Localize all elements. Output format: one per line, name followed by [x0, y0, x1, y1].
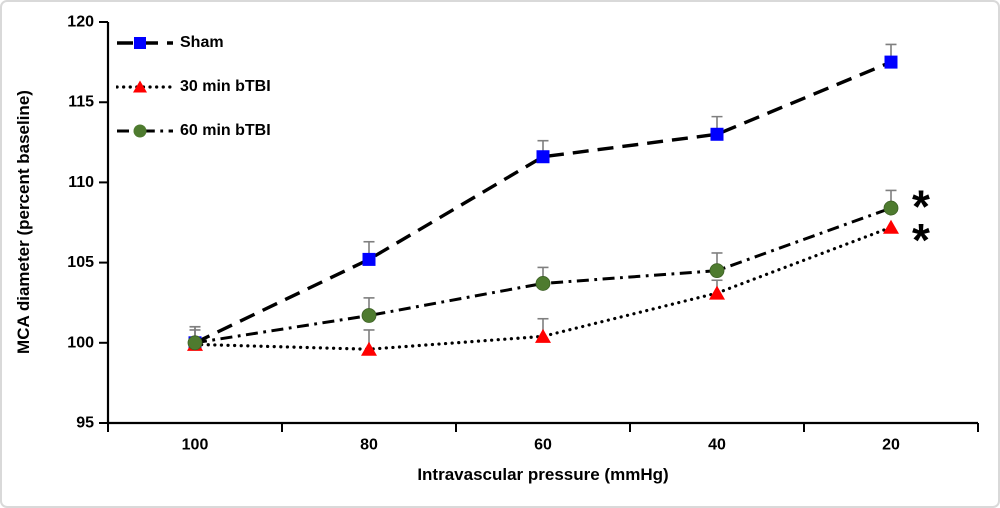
legend-swatch-60-min-btbi — [117, 124, 173, 138]
marker-30-min-btbi — [883, 219, 899, 234]
marker-sham — [710, 127, 724, 141]
significance-asterisk: * — [912, 180, 930, 232]
x-axis-title: Intravascular pressure (mmHg) — [417, 465, 669, 484]
y-tick-label: 100 — [67, 334, 94, 351]
marker-30-min-btbi — [361, 341, 377, 356]
x-tick-label: 80 — [360, 437, 378, 454]
triangle-marker-icon — [133, 80, 147, 93]
legend-label: Sham — [180, 34, 224, 51]
marker-60-min-btbi — [361, 308, 377, 323]
legend-label: 30 min bTBI — [180, 78, 271, 95]
significance-asterisk: * — [912, 214, 930, 266]
x-tick-label: 40 — [708, 437, 726, 454]
marker-30-min-btbi — [535, 328, 551, 343]
y-tick-label: 110 — [68, 174, 94, 191]
legend: Sham 30 min bTBI 60 min bTBI — [116, 33, 271, 141]
marker-30-min-btbi — [709, 285, 725, 300]
legend-item-60-min-btbi: 60 min bTBI — [116, 121, 271, 141]
y-tick-label: 105 — [67, 254, 94, 271]
marker-60-min-btbi — [709, 263, 725, 279]
marker-60-min-btbi — [187, 335, 203, 351]
legend-item-30-min-btbi: 30 min bTBI — [116, 77, 271, 97]
marker-sham — [362, 252, 376, 266]
y-tick-label: 120 — [67, 14, 94, 31]
y-axis-title: MCA diameter (percent baseline) — [14, 90, 33, 354]
square-marker-icon — [134, 37, 146, 49]
marker-60-min-btbi — [535, 276, 551, 291]
marker-60-min-btbi — [883, 200, 899, 216]
marker-sham — [884, 55, 898, 69]
circle-marker-icon — [133, 124, 147, 138]
marker-sham — [536, 150, 550, 164]
x-tick-label: 60 — [534, 437, 552, 454]
legend-swatch-30-min-btbi — [116, 80, 174, 93]
legend-label: 60 min bTBI — [180, 122, 271, 139]
y-tick-label: 95 — [76, 415, 94, 432]
x-tick-label: 100 — [182, 437, 209, 454]
y-tick-label: 115 — [68, 94, 94, 111]
legend-item-sham: Sham — [116, 33, 271, 53]
series-line-sham — [194, 60, 892, 345]
legend-swatch-sham — [117, 37, 173, 49]
x-tick-label: 20 — [882, 437, 900, 454]
